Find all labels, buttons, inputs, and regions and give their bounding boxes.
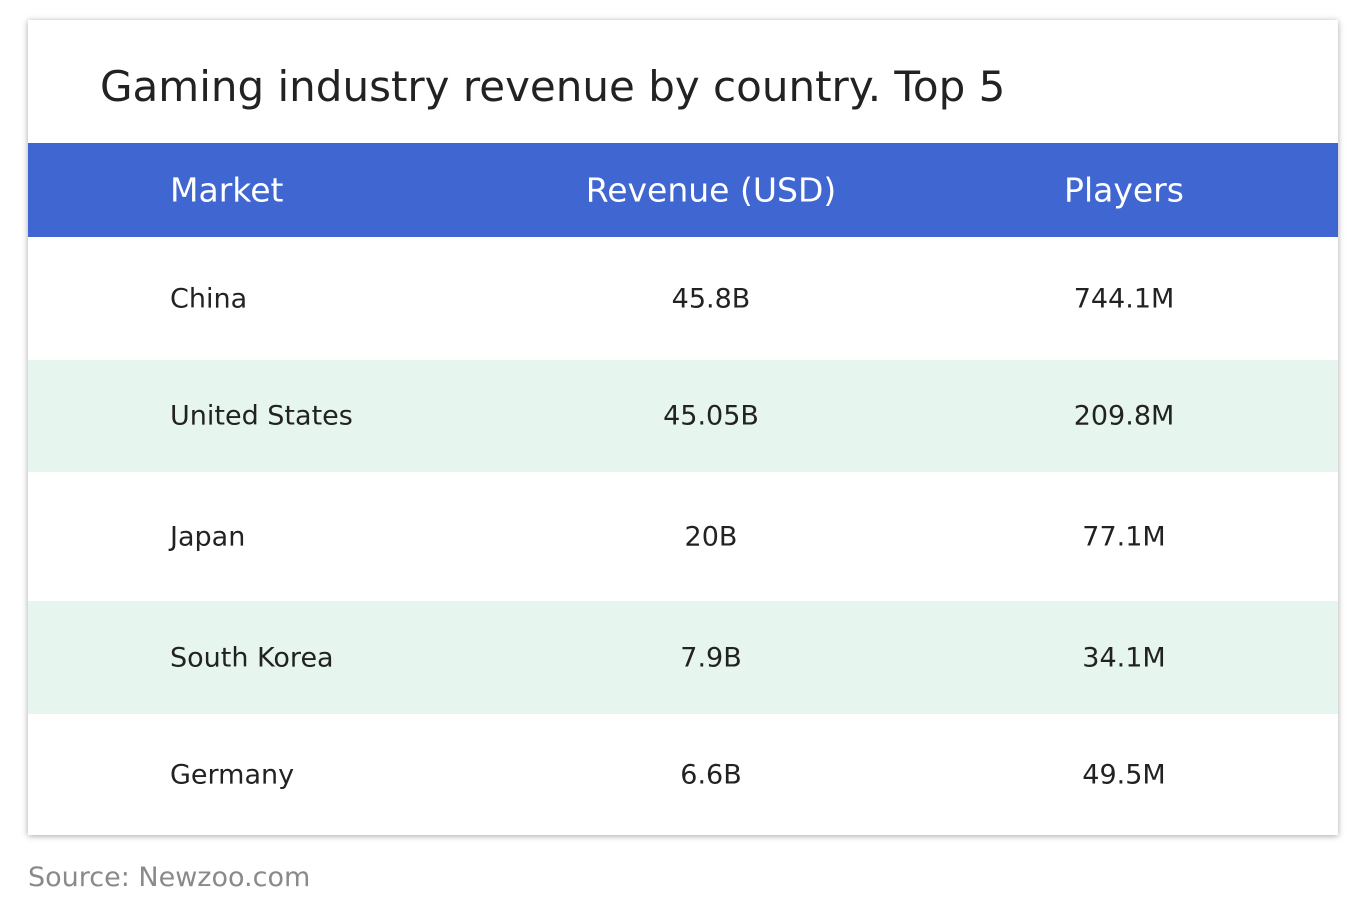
table-cell: Japan xyxy=(170,521,246,552)
header-cell: Players xyxy=(1064,170,1184,210)
table-cell: South Korea xyxy=(170,642,334,673)
table-cell: 45.8B xyxy=(671,283,751,314)
header-cell: Revenue (USD) xyxy=(585,170,837,210)
table-header: Market Revenue (USD) Players xyxy=(28,143,1338,237)
table-cell: 20B xyxy=(684,521,738,552)
table-cell: 744.1M xyxy=(1073,283,1175,314)
header-cell: Market xyxy=(170,170,284,210)
source: Source: Newzoo.com xyxy=(28,862,311,893)
table-cell: China xyxy=(170,283,248,314)
table-row: South Korea 7.9B 34.1M xyxy=(28,601,1338,714)
table-cell: 77.1M xyxy=(1082,521,1166,552)
title: Gaming industry revenue by country. Top … xyxy=(100,62,1006,111)
table-cell: 49.5M xyxy=(1082,759,1166,790)
table-row: Germany 6.6B 49.5M xyxy=(28,714,1338,835)
table-cell: 6.6B xyxy=(680,759,742,790)
table-cell: 45.05B xyxy=(663,400,759,432)
table-row: Japan 20B 77.1M xyxy=(28,472,1338,601)
table-row: China 45.8B 744.1M xyxy=(28,237,1338,360)
table-cell: United States xyxy=(170,400,353,432)
table-card: Gaming industry revenue by country. Top … xyxy=(28,20,1338,835)
table-cell: 209.8M xyxy=(1073,400,1175,432)
table-row: United States 45.05B 209.8M xyxy=(28,360,1338,472)
table-cell: Germany xyxy=(170,759,295,790)
table-cell: 7.9B xyxy=(680,642,742,673)
table-cell: 34.1M xyxy=(1082,642,1166,673)
